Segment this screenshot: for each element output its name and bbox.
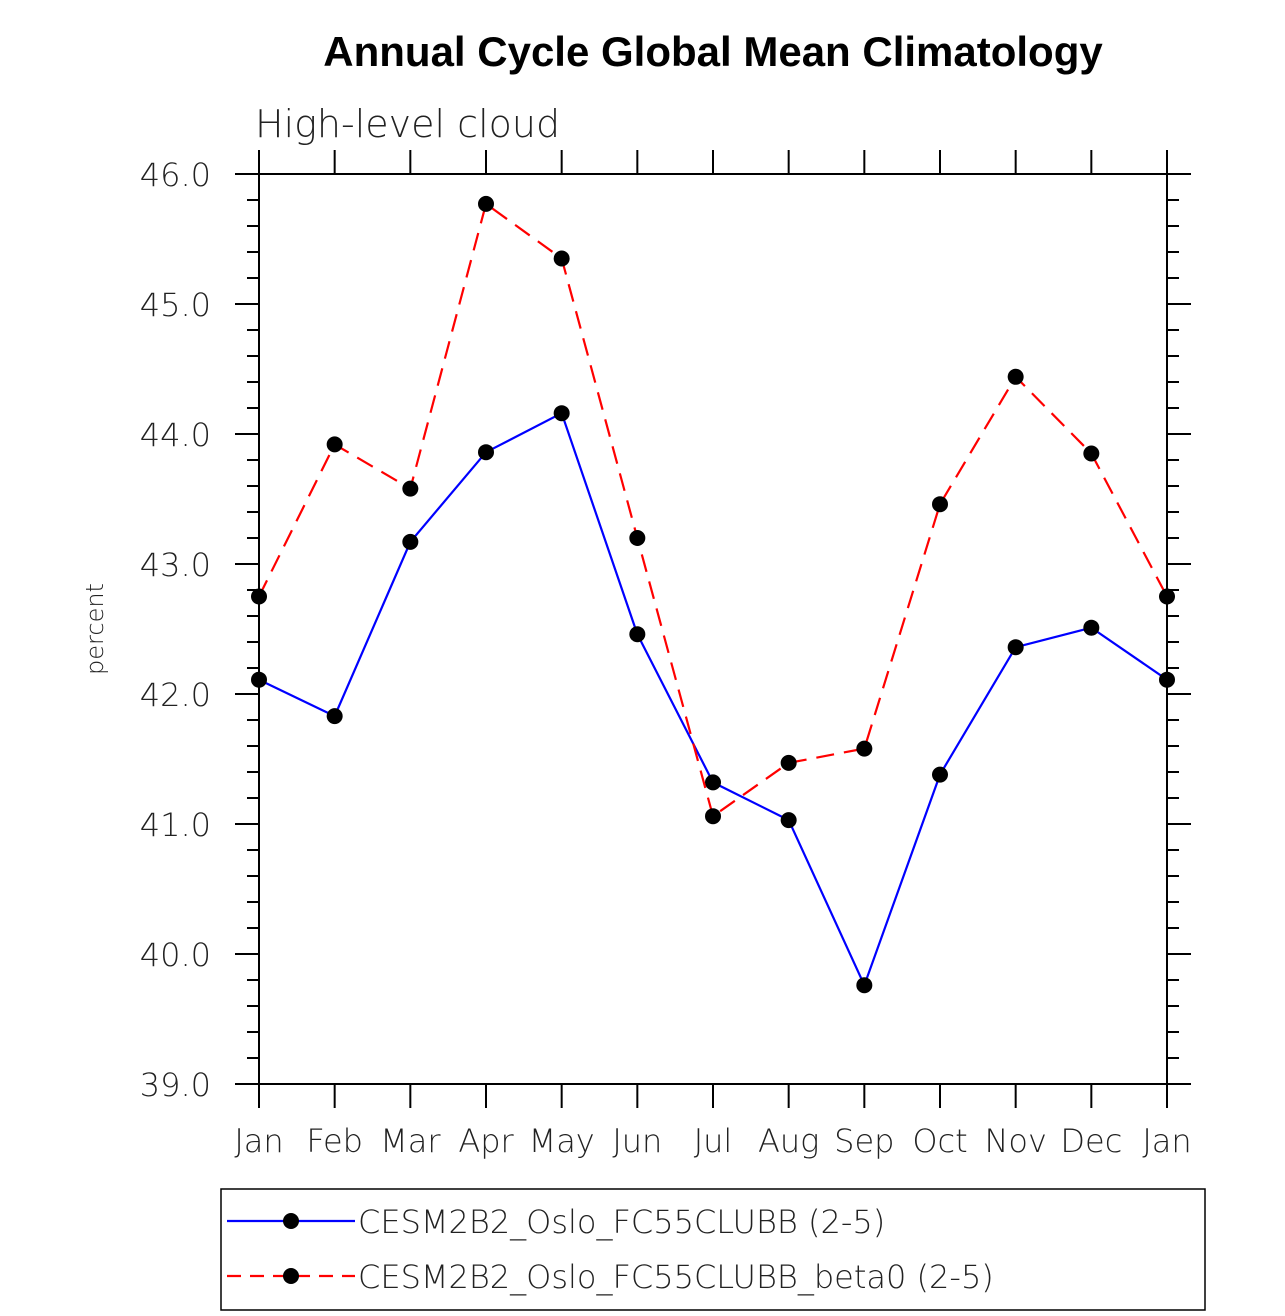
series-line-1 xyxy=(258,411,1168,989)
data-point xyxy=(251,671,267,688)
y-tick-label: 40.0 xyxy=(140,936,211,974)
legend-label-1: CESM2B2_Oslo_FC55CLUBB (2-5) xyxy=(358,1203,885,1241)
series-line-2 xyxy=(258,202,1168,819)
y-tick-label: 44.0 xyxy=(140,416,211,454)
data-point xyxy=(402,533,419,550)
data-point xyxy=(705,774,721,791)
x-tick-label: Apr xyxy=(458,1122,514,1160)
legend-marker-1 xyxy=(283,1213,299,1229)
series-layer xyxy=(251,195,1175,994)
y-tick-label: 45.0 xyxy=(140,286,211,324)
data-point xyxy=(553,250,570,267)
x-tick-label: May xyxy=(529,1122,595,1160)
data-point xyxy=(1007,368,1024,385)
y-tick-label: 46.0 xyxy=(140,156,211,194)
data-point xyxy=(1159,588,1175,605)
data-point xyxy=(780,812,797,829)
y-tick-label: 43.0 xyxy=(140,546,211,584)
data-point xyxy=(478,195,494,212)
x-tick-label: Jul xyxy=(694,1122,733,1160)
data-point xyxy=(553,405,570,422)
legend-box xyxy=(220,1188,1206,1311)
x-tick-label: Jan xyxy=(234,1122,283,1160)
series-2 xyxy=(251,195,1175,825)
data-point xyxy=(780,754,797,771)
data-point xyxy=(326,436,343,453)
data-point xyxy=(326,708,343,725)
x-tick-label: Nov xyxy=(984,1122,1046,1160)
legend-marker-2 xyxy=(283,1268,299,1284)
data-point xyxy=(932,496,948,513)
chart-title: Annual Cycle Global Mean Climatology xyxy=(323,28,1103,75)
data-point xyxy=(251,588,267,605)
x-tick-label: Sep xyxy=(834,1122,894,1160)
data-point xyxy=(629,626,646,643)
y-axis-label: percent xyxy=(81,583,109,675)
data-point xyxy=(478,444,494,461)
x-tick-label: Feb xyxy=(306,1122,363,1160)
x-tick-label: Jan xyxy=(1142,1122,1191,1160)
plot-frame xyxy=(258,173,1168,1085)
y-tick-label: 39.0 xyxy=(140,1066,211,1104)
axes: 39.0 40.0 41.0 42.0 43.0 44.0 45.0 46.0 Jan Feb Ma… xyxy=(140,150,1192,1160)
data-point xyxy=(1083,619,1100,636)
data-point xyxy=(856,977,873,994)
data-point xyxy=(402,480,419,497)
data-point xyxy=(629,530,646,546)
y-tick-label: 42.0 xyxy=(140,676,211,714)
x-tick-label: Jun xyxy=(612,1122,662,1160)
x-tick-label: Oct xyxy=(912,1122,967,1160)
series-1 xyxy=(251,405,1175,994)
legend: CESM2B2_Oslo_FC55CLUBB (2-5) CESM2B2_Oslo… xyxy=(220,1188,1206,1311)
x-tick-label: Mar xyxy=(380,1122,441,1160)
y-tick-label: 41.0 xyxy=(140,806,211,844)
data-point xyxy=(1083,445,1100,462)
data-point xyxy=(1159,671,1175,688)
data-point xyxy=(705,808,721,825)
chart-subtitle: High-level cloud xyxy=(255,102,560,146)
data-point xyxy=(1007,639,1024,656)
x-tick-label: Aug xyxy=(758,1122,819,1160)
x-tick-label: Dec xyxy=(1060,1122,1122,1160)
data-point xyxy=(856,740,873,757)
legend-label-2: CESM2B2_Oslo_FC55CLUBB_beta0 (2-5) xyxy=(358,1258,994,1296)
data-point xyxy=(932,766,948,783)
